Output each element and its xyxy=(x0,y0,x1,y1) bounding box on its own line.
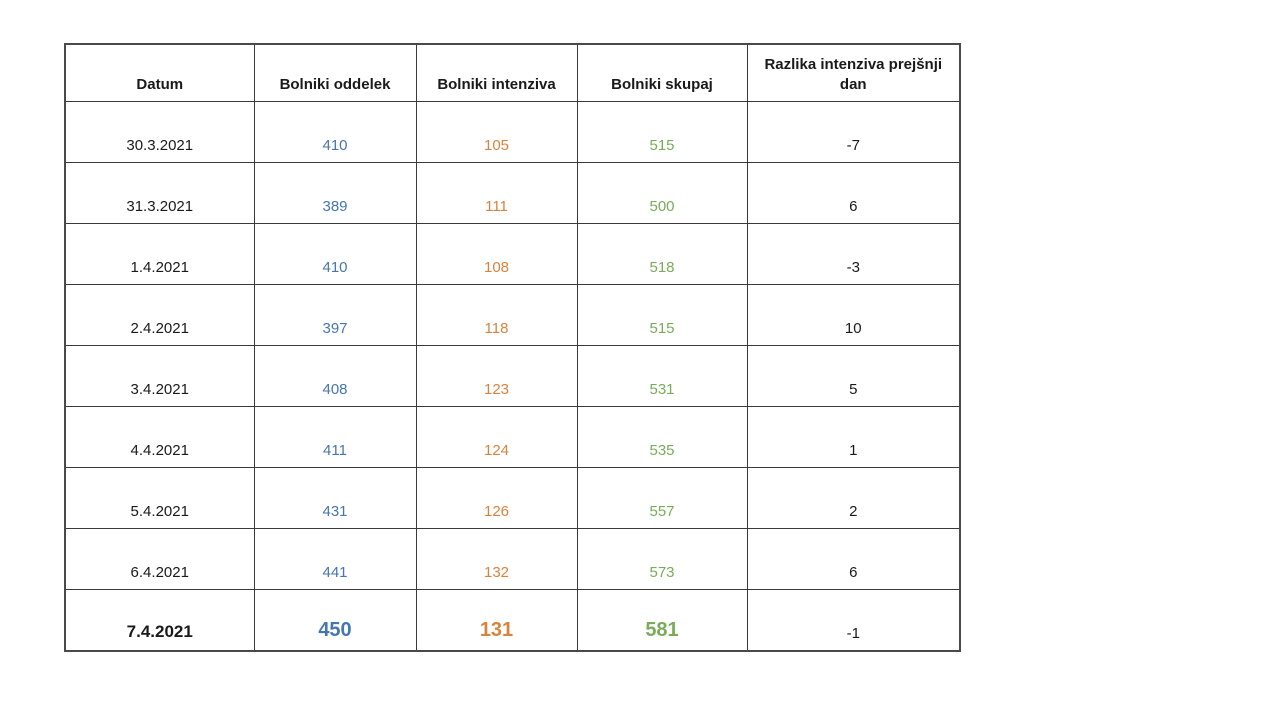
intenziva-cell: 118 xyxy=(415,284,578,346)
date-cell: 6.4.2021 xyxy=(64,528,255,590)
date-cell: 4.4.2021 xyxy=(64,406,255,468)
skupaj-cell: 581 xyxy=(576,589,748,652)
razlika-cell: -1 xyxy=(746,589,961,652)
date-cell: 1.4.2021 xyxy=(64,223,255,285)
table-row: 6.4.2021 441 132 573 6 xyxy=(64,528,961,590)
table-row: 4.4.2021 411 124 535 1 xyxy=(64,406,961,468)
date-cell: 5.4.2021 xyxy=(64,467,255,529)
column-header-bolniki-oddelek: Bolniki oddelek xyxy=(253,43,417,102)
intenziva-cell: 132 xyxy=(415,528,578,590)
oddelek-cell: 431 xyxy=(253,467,417,529)
skupaj-cell: 500 xyxy=(576,162,748,224)
razlika-cell: 2 xyxy=(746,467,961,529)
razlika-cell: 5 xyxy=(746,345,961,407)
oddelek-cell: 450 xyxy=(253,589,417,652)
oddelek-cell: 389 xyxy=(253,162,417,224)
oddelek-cell: 441 xyxy=(253,528,417,590)
patients-table: Datum Bolniki oddelek Bolniki intenziva … xyxy=(64,43,961,652)
intenziva-cell: 131 xyxy=(415,589,578,652)
column-header-razlika-intenziva: Razlika intenziva prejšnji dan xyxy=(746,43,961,102)
intenziva-cell: 126 xyxy=(415,467,578,529)
table-row: 5.4.2021 431 126 557 2 xyxy=(64,467,961,529)
intenziva-cell: 105 xyxy=(415,101,578,163)
razlika-cell: -7 xyxy=(746,101,961,163)
intenziva-cell: 108 xyxy=(415,223,578,285)
oddelek-cell: 411 xyxy=(253,406,417,468)
date-cell: 30.3.2021 xyxy=(64,101,255,163)
date-cell: 2.4.2021 xyxy=(64,284,255,346)
table-row: 31.3.2021 389 111 500 6 xyxy=(64,162,961,224)
oddelek-cell: 397 xyxy=(253,284,417,346)
skupaj-cell: 573 xyxy=(576,528,748,590)
table-row: 7.4.2021 450 131 581 -1 xyxy=(64,589,961,652)
razlika-cell: 10 xyxy=(746,284,961,346)
date-cell: 31.3.2021 xyxy=(64,162,255,224)
oddelek-cell: 408 xyxy=(253,345,417,407)
skupaj-cell: 515 xyxy=(576,284,748,346)
column-header-datum: Datum xyxy=(64,43,255,102)
intenziva-cell: 123 xyxy=(415,345,578,407)
patients-table-container: Datum Bolniki oddelek Bolniki intenziva … xyxy=(64,43,961,652)
skupaj-cell: 515 xyxy=(576,101,748,163)
column-header-bolniki-skupaj: Bolniki skupaj xyxy=(576,43,748,102)
date-cell: 3.4.2021 xyxy=(64,345,255,407)
date-cell: 7.4.2021 xyxy=(64,589,255,652)
razlika-cell: 6 xyxy=(746,162,961,224)
oddelek-cell: 410 xyxy=(253,101,417,163)
header-row: Datum Bolniki oddelek Bolniki intenziva … xyxy=(64,43,961,102)
table-header: Datum Bolniki oddelek Bolniki intenziva … xyxy=(64,43,961,102)
skupaj-cell: 518 xyxy=(576,223,748,285)
table-body: 30.3.2021 410 105 515 -7 31.3.2021 389 1… xyxy=(64,101,961,652)
razlika-cell: 1 xyxy=(746,406,961,468)
razlika-cell: -3 xyxy=(746,223,961,285)
table-row: 2.4.2021 397 118 515 10 xyxy=(64,284,961,346)
table-row: 1.4.2021 410 108 518 -3 xyxy=(64,223,961,285)
intenziva-cell: 124 xyxy=(415,406,578,468)
table-row: 3.4.2021 408 123 531 5 xyxy=(64,345,961,407)
razlika-cell: 6 xyxy=(746,528,961,590)
skupaj-cell: 557 xyxy=(576,467,748,529)
oddelek-cell: 410 xyxy=(253,223,417,285)
column-header-bolniki-intenziva: Bolniki intenziva xyxy=(415,43,578,102)
intenziva-cell: 111 xyxy=(415,162,578,224)
skupaj-cell: 531 xyxy=(576,345,748,407)
table-row: 30.3.2021 410 105 515 -7 xyxy=(64,101,961,163)
skupaj-cell: 535 xyxy=(576,406,748,468)
